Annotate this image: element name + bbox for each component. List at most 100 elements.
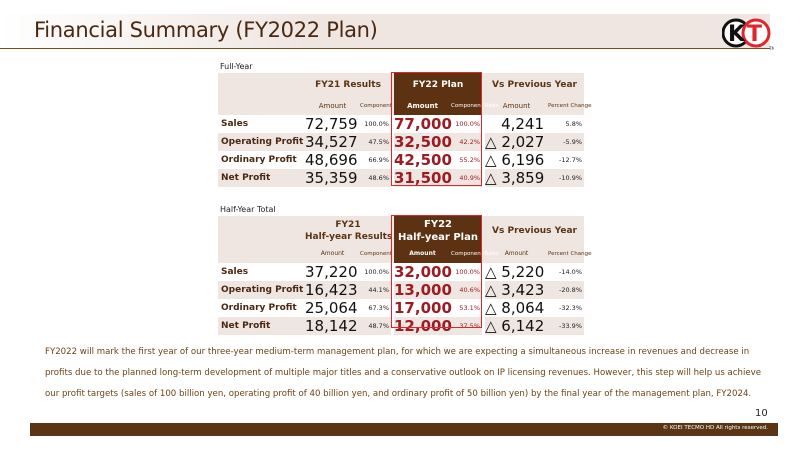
fy21-ratio: 66.9% xyxy=(368,155,389,164)
svg-text:K: K xyxy=(728,22,746,47)
fy21-ratio: 48.6% xyxy=(360,168,391,187)
column-gap xyxy=(482,114,486,133)
header-change: Percent Change xyxy=(548,97,592,115)
svg-text:TM: TM xyxy=(768,46,774,51)
fy21-amount: 37,220 xyxy=(305,262,358,281)
header-fy21: FY21 Results xyxy=(305,73,391,97)
vs-amount: △ 6,196 xyxy=(485,150,545,169)
header-vs: Vs Previous Year xyxy=(485,73,585,97)
full-year-table: FY21 Results FY22 Plan Vs Previous Year … xyxy=(218,73,592,187)
summary-paragraph: FY2022 will mark the first year of our t… xyxy=(45,347,762,399)
header-amount: Amount xyxy=(305,97,360,115)
fy22-ratio: 42.2% xyxy=(451,132,483,151)
header-ratio: Component Ratio xyxy=(360,245,408,263)
header-fy22-line2: Half-year Plan xyxy=(398,231,478,243)
header-change: Percent Change xyxy=(548,245,592,263)
row-label: Sales xyxy=(221,266,249,277)
fy21-ratio: 47.5% xyxy=(360,132,391,151)
row-label: Operating Profit xyxy=(218,132,305,151)
fy22-amount: 32,500 xyxy=(394,132,452,151)
fy21-ratio: 67.3% xyxy=(368,303,389,312)
header-amount: Amount xyxy=(394,245,451,263)
column-gap xyxy=(482,262,485,281)
table-row: Net Profit 18,142 48.7% 12,000 37.5% △ 6,142-… xyxy=(218,316,584,335)
column-gap xyxy=(482,132,486,151)
row-label: Sales xyxy=(221,118,249,129)
header-blank xyxy=(218,216,305,263)
fy21-amount: 72,759 xyxy=(305,114,358,133)
fy22-amount: 13,000 xyxy=(394,280,452,299)
half-year-caption: Half-Year Total xyxy=(220,205,276,214)
fy22-ratio: 53.1% xyxy=(459,303,480,312)
column-gap xyxy=(391,132,394,151)
fy22-ratio: 55.2% xyxy=(459,155,481,164)
vs-change: -12.7% xyxy=(559,155,583,164)
vs-change: -10.9% xyxy=(548,168,585,187)
header-ratio: Component Ratio xyxy=(451,97,499,115)
vs-change: -33.9% xyxy=(548,316,584,335)
fy22-ratio: 37.5% xyxy=(451,316,482,335)
vs-change: -14.0% xyxy=(559,267,582,276)
vs-change: 5.8% xyxy=(565,119,583,128)
vs-change: -5.9% xyxy=(548,132,585,151)
column-gap xyxy=(482,316,485,335)
header-fy22: FY22 Plan xyxy=(394,73,483,97)
fy22-amount: 32,000 xyxy=(394,262,452,281)
svg-text:T: T xyxy=(747,22,762,47)
fy22-ratio: 100.0% xyxy=(455,267,480,276)
vs-change: -32.3% xyxy=(559,303,582,312)
fy22-ratio: 100.0% xyxy=(455,119,481,128)
header-fy21-line2: Half-year Results xyxy=(305,231,393,242)
header-fy22: FY22 Half-year Plan xyxy=(394,216,482,245)
page-title: Financial Summary (FY2022 Plan) xyxy=(34,18,378,42)
fy21-amount: 25,064 xyxy=(305,298,358,317)
header-vs: Vs Previous Year xyxy=(485,216,584,245)
fy22-ratio: 40.6% xyxy=(451,280,482,299)
column-gap xyxy=(391,262,394,281)
table-row: Net Profit 35,359 48.6% 31,500 40.9% △ 3,859-… xyxy=(218,168,585,187)
column-gap xyxy=(391,168,394,187)
fy21-ratio: 100.0% xyxy=(364,267,389,276)
vs-amount: △ 3,859 xyxy=(485,168,549,187)
header-ratio: Component Ratio xyxy=(360,97,408,115)
header-amount: Amount xyxy=(485,245,548,263)
fy21-amount: 35,359 xyxy=(305,168,360,187)
fy22-amount: 12,000 xyxy=(394,316,452,335)
table-row: Operating Profit 34,527 47.5% 32,500 42.2% △ … xyxy=(218,132,585,151)
vs-change: -20.8% xyxy=(548,280,584,299)
table-row: Operating Profit 16,423 44.1% 13,000 40.6% △ … xyxy=(218,280,584,299)
page-number: 10 xyxy=(755,408,768,419)
fy22-amount: 77,000 xyxy=(394,114,452,133)
fy21-amount: 18,142 xyxy=(305,316,360,335)
fy21-ratio: 44.1% xyxy=(360,280,391,299)
copyright: © KOEI TECMO HD All rights reserved. xyxy=(662,425,768,431)
fy22-amount: 42,500 xyxy=(394,150,452,169)
column-gap xyxy=(482,168,486,187)
row-label: Ordinary Profit xyxy=(221,154,297,165)
header-fy21-line1: FY21 xyxy=(335,219,361,230)
column-gap xyxy=(391,298,394,317)
fy21-ratio: 48.7% xyxy=(360,316,391,335)
table-row: Sales 37,220 100.0% 32,000 100.0% △ 5,220 -14.… xyxy=(218,262,584,281)
column-gap xyxy=(391,280,394,299)
row-label: Operating Profit xyxy=(218,280,305,299)
header-amount: Amount xyxy=(305,245,360,263)
row-label: Net Profit xyxy=(218,168,305,187)
header-amount: Amount xyxy=(394,97,451,115)
row-label: Net Profit xyxy=(218,316,305,335)
column-gap xyxy=(482,298,485,317)
header-fy22-line1: FY22 xyxy=(424,218,452,230)
header-ratio: Component Ratio xyxy=(451,245,499,263)
header-fy21: FY21 Half-year Results xyxy=(305,216,393,245)
vs-amount: △ 5,220 xyxy=(485,262,545,281)
fy22-amount: 31,500 xyxy=(394,168,452,187)
header-amount: Amount xyxy=(485,97,549,115)
vs-amount: △ 6,142 xyxy=(485,316,548,335)
table-row: Ordinary Profit 48,696 66.9% 42,500 55.2% △ 6… xyxy=(218,150,584,169)
column-gap xyxy=(391,316,394,335)
fy21-amount: 16,423 xyxy=(305,280,360,299)
column-gap xyxy=(391,114,394,133)
fy21-ratio: 100.0% xyxy=(364,119,389,128)
vs-amount: △ 2,027 xyxy=(485,132,549,151)
vs-amount: 4,241 xyxy=(501,114,545,133)
